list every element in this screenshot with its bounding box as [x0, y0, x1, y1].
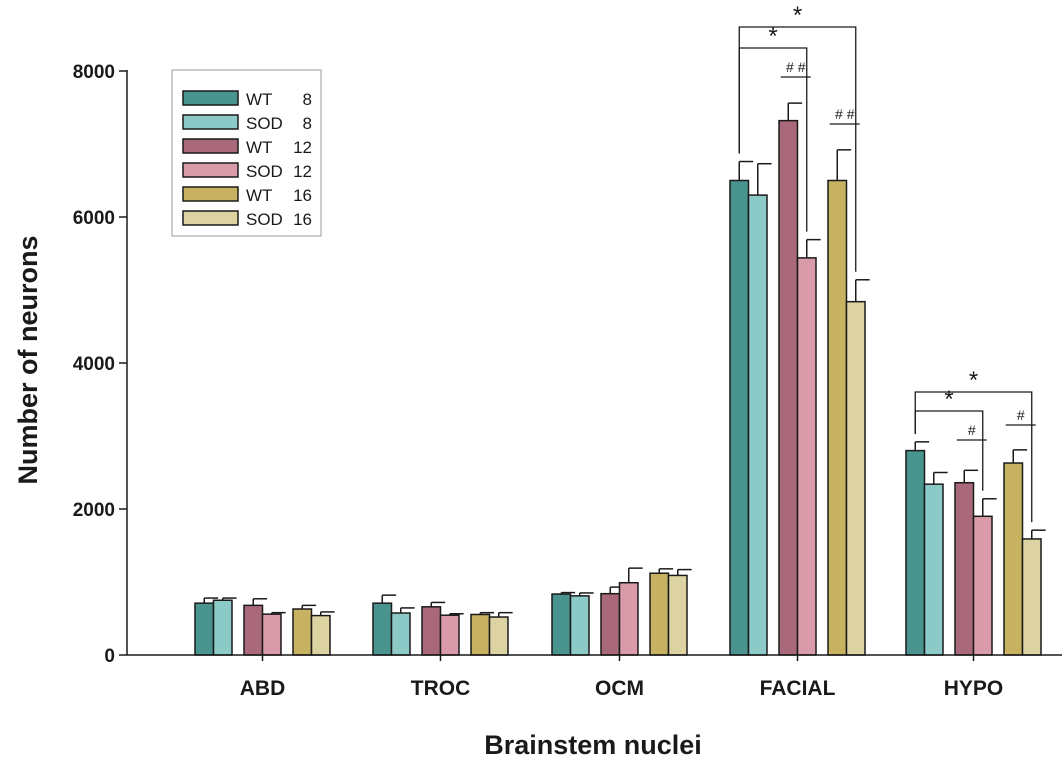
bar-ocm-sod-12 [618, 581, 639, 656]
category-label-troc: TROC [411, 677, 471, 700]
bar-troc-sod-8 [390, 612, 411, 656]
legend-label-group: WT [246, 138, 272, 157]
significance-star: * [969, 367, 978, 394]
bar-abd-sod-16 [310, 614, 331, 656]
legend-swatch [182, 114, 239, 130]
category-label-hypo: HYPO [944, 677, 1004, 700]
legend-swatch [182, 186, 239, 202]
bar-abd-wt-12 [243, 604, 264, 656]
bar-ocm-sod-16 [667, 574, 688, 656]
y-tick-label: 4000 [73, 354, 115, 375]
significance-hash: # [968, 422, 976, 438]
legend-label-age: 12 [293, 162, 312, 181]
legend-label-age: 12 [293, 138, 312, 157]
significance-layer: * * # # # # * * # # [738, 2, 1036, 523]
significance-hash: # [1017, 407, 1025, 423]
category-label-abd: ABD [240, 677, 286, 700]
legend: WT 8 SOD 8 WT 12 SOD 12 WT 16 SOD 16 [171, 69, 322, 237]
legend-label-group: WT [246, 186, 272, 205]
legend-swatch [182, 210, 239, 226]
bar-ocm-wt-12 [600, 592, 621, 656]
bar-troc-wt-16 [470, 613, 491, 656]
legend-label-age: 16 [293, 186, 312, 205]
significance-star: * [768, 23, 777, 50]
bar-troc-sod-12 [439, 614, 460, 656]
bar-troc-wt-12 [421, 606, 442, 656]
bar-hypo-wt-16 [1003, 462, 1024, 656]
bar-hypo-sod-12 [972, 515, 993, 656]
bar-abd-wt-16 [292, 608, 313, 656]
legend-label-age: 8 [303, 90, 312, 109]
y-tick-label: 6000 [73, 208, 115, 229]
bar-troc-sod-16 [488, 616, 509, 656]
y-tick-label: 8000 [73, 62, 115, 83]
legend-label-group: WT [246, 90, 272, 109]
significance-bracket [914, 391, 1033, 523]
bar-facial-wt-8 [729, 179, 750, 656]
bar-hypo-wt-12 [954, 481, 975, 656]
x-axis-title: Brainstem nuclei [484, 730, 702, 757]
legend-label-age: 8 [303, 114, 312, 133]
bar-hypo-wt-8 [905, 449, 926, 656]
y-tick-label: 2000 [73, 500, 115, 521]
significance-hash: # # [835, 106, 855, 122]
bars-layer [194, 102, 1046, 656]
bar-ocm-wt-16 [649, 572, 670, 656]
legend-label-group: SOD [246, 210, 283, 229]
bar-hypo-sod-16 [1021, 538, 1042, 656]
bar-abd-sod-12 [261, 613, 282, 656]
bar-facial-wt-16 [827, 179, 848, 656]
bar-hypo-sod-8 [923, 483, 944, 656]
bar-facial-sod-12 [796, 257, 817, 656]
bar-abd-sod-8 [212, 599, 233, 656]
legend-swatch [182, 90, 239, 106]
legend-swatch [182, 162, 239, 178]
y-axis-title: Number of neurons [13, 235, 43, 484]
significance-bracket [738, 26, 857, 272]
category-label-ocm: OCM [595, 677, 644, 700]
category-label-facial: FACIAL [760, 677, 836, 700]
bar-facial-sod-8 [747, 194, 768, 656]
bar-troc-wt-8 [372, 602, 393, 656]
bar-facial-wt-12 [778, 119, 799, 656]
y-tick-label: 0 [104, 646, 115, 667]
significance-hash: # # [786, 59, 806, 75]
significance-star: * [944, 386, 953, 413]
bar-facial-sod-16 [845, 300, 866, 656]
bar-ocm-wt-8 [551, 593, 572, 656]
legend-label-group: SOD [246, 162, 283, 181]
legend-label-group: SOD [246, 114, 283, 133]
legend-swatch [182, 138, 239, 154]
significance-star: * [793, 2, 802, 29]
legend-label-age: 16 [293, 210, 312, 229]
bar-abd-wt-8 [194, 602, 215, 656]
bar-ocm-sod-8 [569, 595, 590, 656]
axes: 0 2000 4000 6000 8000 ABD TROC OCM FACIAL HYPO [73, 62, 1062, 700]
